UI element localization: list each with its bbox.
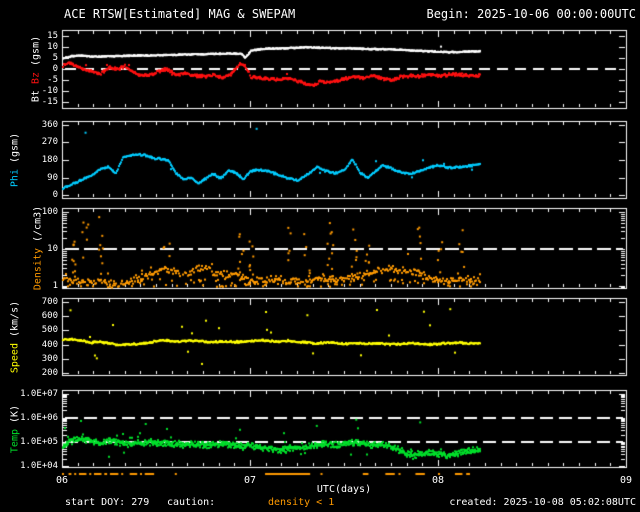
start-doy-label: start DOY: 279 — [65, 497, 150, 508]
y-tick-label-bt-bz: 10 — [47, 41, 58, 52]
caution-value: density < 1 — [268, 497, 335, 508]
y-tick-label-phi: 360 — [41, 119, 58, 130]
created-timestamp: created: 2025-10-08 05:02:08UTC — [449, 497, 636, 508]
y-axis-label-density: Density (/cm3) — [32, 205, 44, 291]
x-tick-label: 07 — [243, 475, 257, 486]
y-tick-label-density: 1 — [52, 280, 58, 291]
y-tick-label-phi: 0 — [52, 190, 58, 201]
y-tick-label-temp: 1.0E+07 — [20, 388, 58, 399]
y-tick-label-temp: 1.0E+04 — [20, 460, 58, 471]
y-axis-label-speed: Speed (km/s) — [9, 300, 21, 373]
y-axis-label-phi: Phi (gsm) — [9, 132, 21, 187]
y-tick-label-bt-bz: 0 — [52, 64, 58, 74]
y-tick-label-bt-bz: 5 — [52, 52, 58, 63]
plot-title: ACE RTSW[Estimated] MAG & SWEPAM — [64, 7, 296, 21]
x-tick-label: 06 — [55, 475, 69, 486]
y-tick-label-speed: 400 — [41, 339, 58, 350]
x-axis-title: UTC(days) — [316, 484, 372, 495]
y-axis-label-temp: Temp (K) — [9, 404, 21, 453]
y-tick-label-speed: 200 — [41, 367, 58, 378]
y-tick-label-phi: 180 — [41, 154, 58, 165]
y-tick-label-speed: 700 — [41, 297, 58, 308]
y-tick-label-speed: 300 — [41, 353, 58, 364]
y-tick-label-speed: 500 — [41, 325, 58, 336]
x-tick-label: 09 — [619, 475, 633, 486]
y-tick-label-bt-bz: -10 — [41, 86, 58, 97]
y-tick-label-density: 10 — [47, 243, 58, 254]
caution-label: caution: — [167, 497, 216, 508]
y-axis-label-bt-bz: Bt Bz (gsm) — [30, 35, 42, 103]
y-tick-label-phi: 270 — [41, 137, 58, 148]
y-tick-label-density: 100 — [41, 207, 58, 218]
y-tick-label-temp: 1.0E+05 — [20, 436, 58, 447]
x-tick-label: 08 — [431, 475, 445, 486]
y-tick-label-bt-bz: 15 — [47, 30, 58, 41]
begin-timestamp: Begin: 2025-10-06 00:00:00UTC — [426, 7, 636, 21]
y-tick-label-phi: 90 — [47, 172, 58, 183]
y-tick-label-bt-bz: -5 — [47, 75, 58, 86]
y-tick-label-speed: 600 — [41, 311, 58, 322]
y-tick-label-bt-bz: -15 — [41, 97, 58, 108]
y-tick-label-temp: 1.0E+06 — [20, 412, 58, 423]
